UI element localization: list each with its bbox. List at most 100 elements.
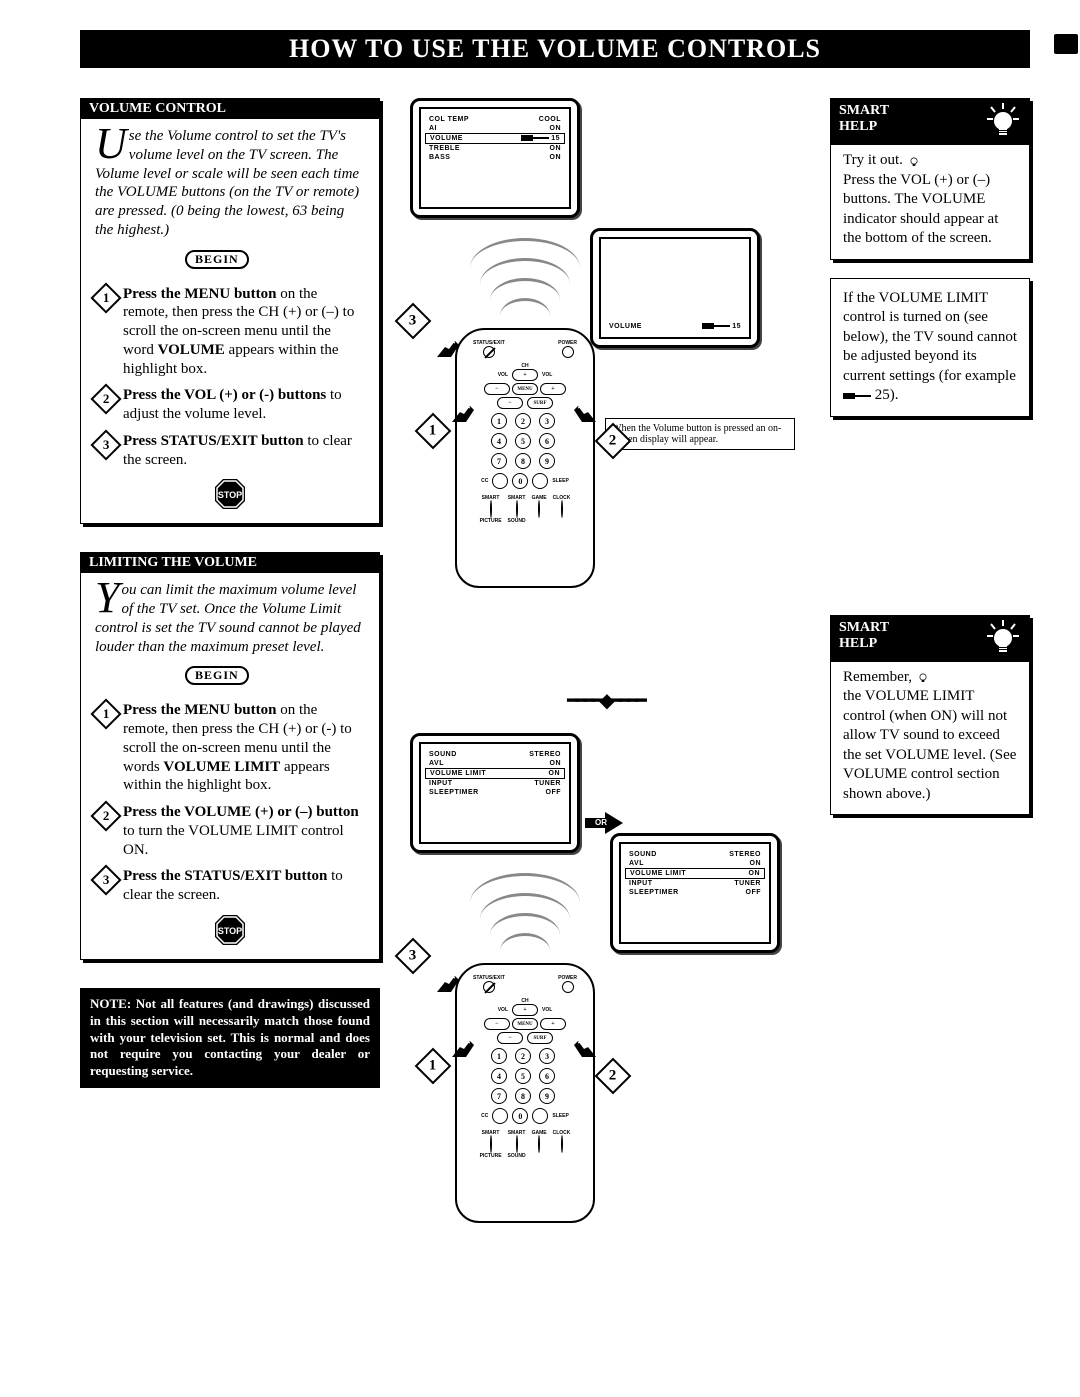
num-8-button[interactable]: 8 — [515, 453, 531, 469]
num-2-button[interactable]: 2 — [515, 1048, 531, 1064]
ch-down-button[interactable]: − — [497, 1032, 523, 1044]
smart-picture-button[interactable] — [490, 500, 492, 518]
game-button[interactable] — [538, 500, 540, 518]
num-5-button[interactable]: 5 — [515, 433, 531, 449]
step-number-icon: 1 — [90, 699, 121, 730]
callout-3-icon: 3 — [395, 303, 432, 340]
num-7-button[interactable]: 7 — [491, 1088, 507, 1104]
smart-help-header: SMARTHELP — [831, 99, 1029, 145]
smart-help-box-2: SMARTHELP Remember, the VOLUME LIMIT con… — [830, 615, 1030, 816]
surf-button[interactable]: SURF — [527, 397, 553, 409]
num-6-button[interactable]: 6 — [539, 1068, 555, 1084]
smart-picture-button[interactable] — [490, 1135, 492, 1153]
hand-pointer-icon — [570, 1033, 598, 1061]
menu-button[interactable]: MENU — [512, 1018, 538, 1030]
status-exit-button[interactable] — [483, 346, 495, 358]
remote-control: STATUS/EXIT POWER CH VOL + VOL − MENU + … — [455, 328, 595, 588]
num-3-button[interactable]: 3 — [539, 1048, 555, 1064]
vol-plus-button[interactable]: + — [540, 1018, 566, 1030]
num-1-button[interactable]: 1 — [491, 1048, 507, 1064]
vol-minus-button[interactable]: − — [484, 383, 510, 395]
step-2: 2 Press the VOLUME (+) or (–) button to … — [95, 803, 365, 859]
power-button[interactable] — [562, 346, 574, 358]
page-title: HOW TO USE THE VOLUME CONTROLS — [289, 34, 821, 63]
num-0-button[interactable]: 0 — [512, 1108, 528, 1124]
number-pad: 123 456 789 — [465, 413, 585, 469]
step-1: 1 Press the MENU button on the remote, t… — [95, 285, 365, 379]
callout-box: When the Volume button is pressed an on-… — [605, 418, 795, 450]
tv-screen-limit-menu: SOUNDSTEREO AVLON VOLUME LIMITON INPUTTU… — [410, 733, 580, 853]
step-number-icon: 2 — [90, 800, 121, 831]
step-2: 2 Press the VOL (+) or (-) buttons to ad… — [95, 386, 365, 424]
num-7-button[interactable]: 7 — [491, 453, 507, 469]
vol-plus-button[interactable]: + — [540, 383, 566, 395]
smart-help-text: If the VOLUME LIMIT control is turned on… — [843, 289, 1017, 406]
illustration-column: COL TEMPCOOL AION VOLUME 15 TREBLEON BAS… — [390, 98, 820, 1333]
remote-control: STATUS/EXIT POWER CH VOL+VOL −MENU+ −SUR… — [455, 963, 595, 1223]
smart-sound-button[interactable] — [516, 500, 518, 518]
num-1-button[interactable]: 1 — [491, 413, 507, 429]
signal-arc-icon — [500, 933, 550, 951]
callout-3-icon: 3 — [395, 938, 432, 975]
vol-minus-button[interactable]: − — [484, 1018, 510, 1030]
num-2-button[interactable]: 2 — [515, 413, 531, 429]
menu-button[interactable]: MENU — [512, 383, 538, 395]
signal-arc-icon — [500, 298, 550, 316]
tv-screen-volume-bar: VOLUME 15 — [590, 228, 760, 348]
num-5-button[interactable]: 5 — [515, 1068, 531, 1084]
hand-pointer-icon — [450, 1033, 478, 1061]
ch-up-button[interactable]: + — [512, 369, 538, 381]
smart-sound-button[interactable] — [516, 1135, 518, 1153]
num-4-button[interactable]: 4 — [491, 1068, 507, 1084]
clock-button[interactable] — [561, 500, 563, 518]
lightbulb-small-icon — [916, 670, 930, 684]
lightbulb-small-icon — [907, 154, 921, 168]
volume-intro: Use the Volume control to set the TV's v… — [95, 127, 365, 240]
section-header: LIMITING THE VOLUME — [81, 553, 379, 573]
ch-up-button[interactable]: + — [512, 1004, 538, 1016]
num-8-button[interactable]: 8 — [515, 1088, 531, 1104]
num-9-button[interactable]: 9 — [539, 1088, 555, 1104]
ch-down-button[interactable]: − — [497, 397, 523, 409]
num-3-button[interactable]: 3 — [539, 413, 555, 429]
lightbulb-icon — [983, 618, 1023, 658]
step-number-icon: 3 — [90, 865, 121, 896]
num-4-button[interactable]: 4 — [491, 433, 507, 449]
step-3: 3 Press the STATUS/EXIT button to clear … — [95, 867, 365, 905]
limiting-volume-section: LIMITING THE VOLUME You can limit the ma… — [80, 552, 380, 960]
callout-1-icon: 1 — [415, 413, 452, 450]
hand-pointer-icon — [450, 398, 478, 426]
illustration-volume-limit: SOUNDSTEREO AVLON VOLUME LIMITON INPUTTU… — [390, 733, 820, 1293]
smart-help-box-1: SMARTHELP Try it out. Press the VOL (+) … — [830, 98, 1030, 260]
sleep-button[interactable] — [532, 1108, 548, 1124]
num-0-button[interactable]: 0 — [512, 473, 528, 489]
corner-tv-icon — [1052, 32, 1080, 56]
cc-button[interactable] — [492, 473, 508, 489]
smart-help-text: Remember, the VOLUME LIMIT control (when… — [843, 668, 1017, 805]
callout-1-icon: 1 — [415, 1048, 452, 1085]
status-exit-button[interactable] — [483, 981, 495, 993]
num-6-button[interactable]: 6 — [539, 433, 555, 449]
smart-help-text: Try it out. Press the VOL (+) or (–) but… — [843, 151, 1017, 249]
lightbulb-icon — [983, 101, 1023, 141]
volume-control-section: VOLUME CONTROL Use the Volume control to… — [80, 98, 380, 524]
stop-icon — [213, 913, 247, 947]
step-number-icon: 2 — [90, 384, 121, 415]
power-button[interactable] — [562, 981, 574, 993]
hand-pointer-icon — [435, 968, 463, 996]
cc-button[interactable] — [492, 1108, 508, 1124]
sleep-button[interactable] — [532, 473, 548, 489]
surf-button[interactable]: SURF — [527, 1032, 553, 1044]
smart-help-header: SMARTHELP — [831, 616, 1029, 662]
section-divider-icon: ━━━━◆━━━━ — [390, 688, 820, 713]
callout-2-icon: 2 — [595, 1058, 632, 1095]
illustration-volume: COL TEMPCOOL AION VOLUME 15 TREBLEON BAS… — [390, 98, 820, 658]
note-box: NOTE: Not all features (and drawings) di… — [80, 988, 380, 1088]
section-header: VOLUME CONTROL — [81, 99, 379, 119]
smart-help-box-1b: If the VOLUME LIMIT control is turned on… — [830, 278, 1030, 417]
limit-intro: You can limit the maximum volume level o… — [95, 581, 365, 656]
game-button[interactable] — [538, 1135, 540, 1153]
num-9-button[interactable]: 9 — [539, 453, 555, 469]
step-number-icon: 3 — [90, 429, 121, 460]
clock-button[interactable] — [561, 1135, 563, 1153]
